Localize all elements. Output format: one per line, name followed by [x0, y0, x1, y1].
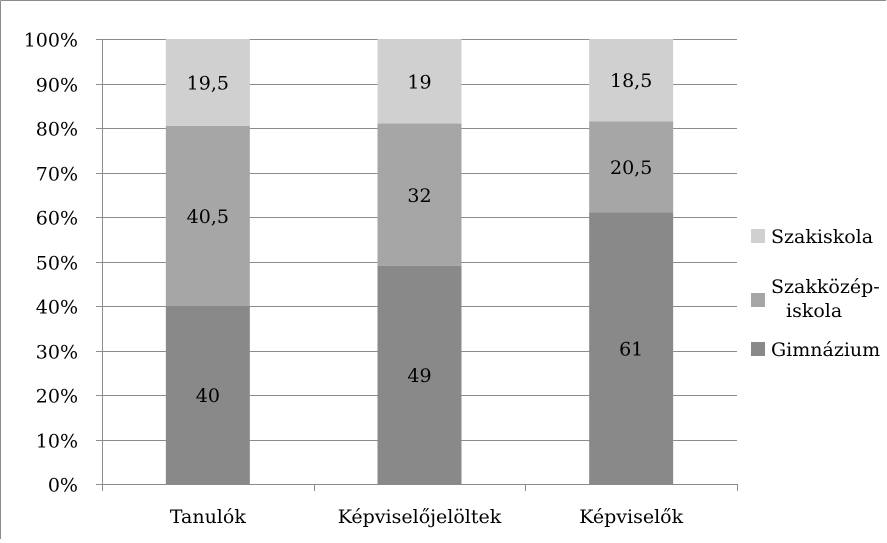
legend-label: Szakiskola	[771, 226, 873, 248]
data-label: 40	[196, 385, 220, 407]
legend-label: iskola	[786, 300, 842, 322]
legend-swatch	[751, 229, 765, 243]
legend-label: Szakközép-	[771, 276, 880, 298]
y-tick-label: 30%	[36, 342, 78, 364]
y-tick-label: 60%	[36, 208, 78, 230]
bar-segment	[165, 306, 250, 484]
legend-swatch	[751, 342, 765, 356]
bar-segment	[589, 121, 674, 213]
legend-label: Gimnázium	[771, 339, 880, 361]
bars	[165, 39, 674, 485]
x-tick-label: Tanulók	[170, 506, 247, 528]
data-label: 49	[407, 365, 431, 387]
x-tick-label: Képviselők	[579, 506, 683, 528]
legend-item: Szakiskola	[751, 226, 873, 248]
bar-segment	[377, 265, 462, 484]
bar-segment	[589, 39, 674, 122]
legend: Szakiskola Szakközép-iskola Gimnázium	[751, 226, 880, 361]
y-tick-label: 40%	[36, 297, 78, 319]
y-tick-label: 10%	[36, 431, 78, 453]
y-tick-label: 80%	[36, 119, 78, 141]
legend-item: Szakközép-iskola	[751, 276, 880, 322]
bar-segment	[589, 212, 674, 485]
y-tick-label: 100%	[24, 30, 78, 52]
y-tick-label: 0%	[48, 475, 78, 497]
data-label: 40,5	[187, 206, 229, 228]
legend-item: Gimnázium	[751, 339, 880, 361]
bar-segment	[377, 39, 462, 124]
y-tick-label: 50%	[36, 253, 78, 275]
data-label: 19,5	[187, 72, 229, 94]
y-tick-label: 70%	[36, 164, 78, 186]
data-label: 18,5	[610, 70, 652, 92]
y-tick-label: 90%	[36, 75, 78, 97]
x-tick-label: Képviselőjelöltek	[338, 506, 502, 528]
legend-swatch	[751, 293, 765, 307]
bar-segment	[377, 123, 462, 266]
bar-segment	[165, 39, 250, 126]
data-labels: 40 40,5 19,5 49 32 19 61 20,5 18,5	[187, 70, 653, 407]
data-label: 19	[407, 71, 431, 93]
y-tick-label: 20%	[36, 386, 78, 408]
bar-segment	[165, 125, 250, 307]
data-label: 61	[619, 338, 643, 360]
axes: 0% 10% 20% 30% 40% 50% 60% 70% 80% 90% 100% Tanulók…	[24, 30, 738, 528]
data-label: 20,5	[610, 157, 652, 179]
data-label: 32	[407, 185, 431, 207]
